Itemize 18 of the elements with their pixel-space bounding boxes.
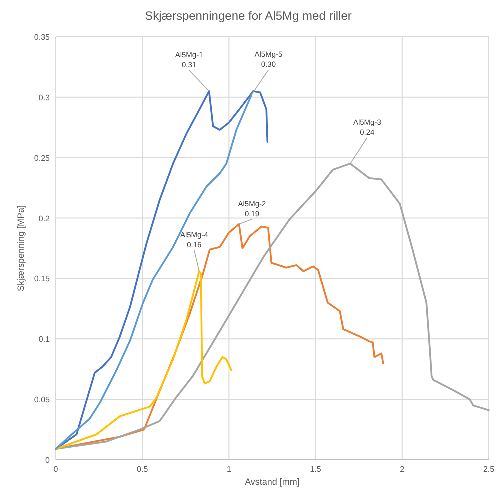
y-tick-label: 0.3: [38, 93, 51, 102]
x-tick-label: 2: [400, 465, 406, 474]
x-axis-title: Avstand [mm]: [245, 477, 300, 487]
y-tick-label: 0.35: [34, 33, 51, 42]
y-tick-label: 0: [46, 456, 51, 465]
y-tick-label: 0.15: [34, 274, 51, 284]
x-tick-label: 0: [54, 465, 59, 474]
y-tick-label: 0.1: [38, 335, 51, 344]
x-tick-label: 1: [226, 465, 232, 474]
y-tick-label: 0.05: [34, 396, 51, 405]
line-series: [55, 270, 233, 450]
x-tick-label: 1.5: [310, 465, 322, 474]
x-tick-label: 2.5: [483, 465, 496, 474]
y-tick-label: 0.25: [34, 154, 51, 163]
y-tick-label: 0.2: [38, 214, 51, 224]
chart-title: Skjærspenningene for Al5Mg med riller: [145, 9, 352, 23]
x-tick-label: 0.5: [137, 465, 149, 474]
y-axis-title: Skjærspenning [MPa]: [16, 205, 26, 292]
